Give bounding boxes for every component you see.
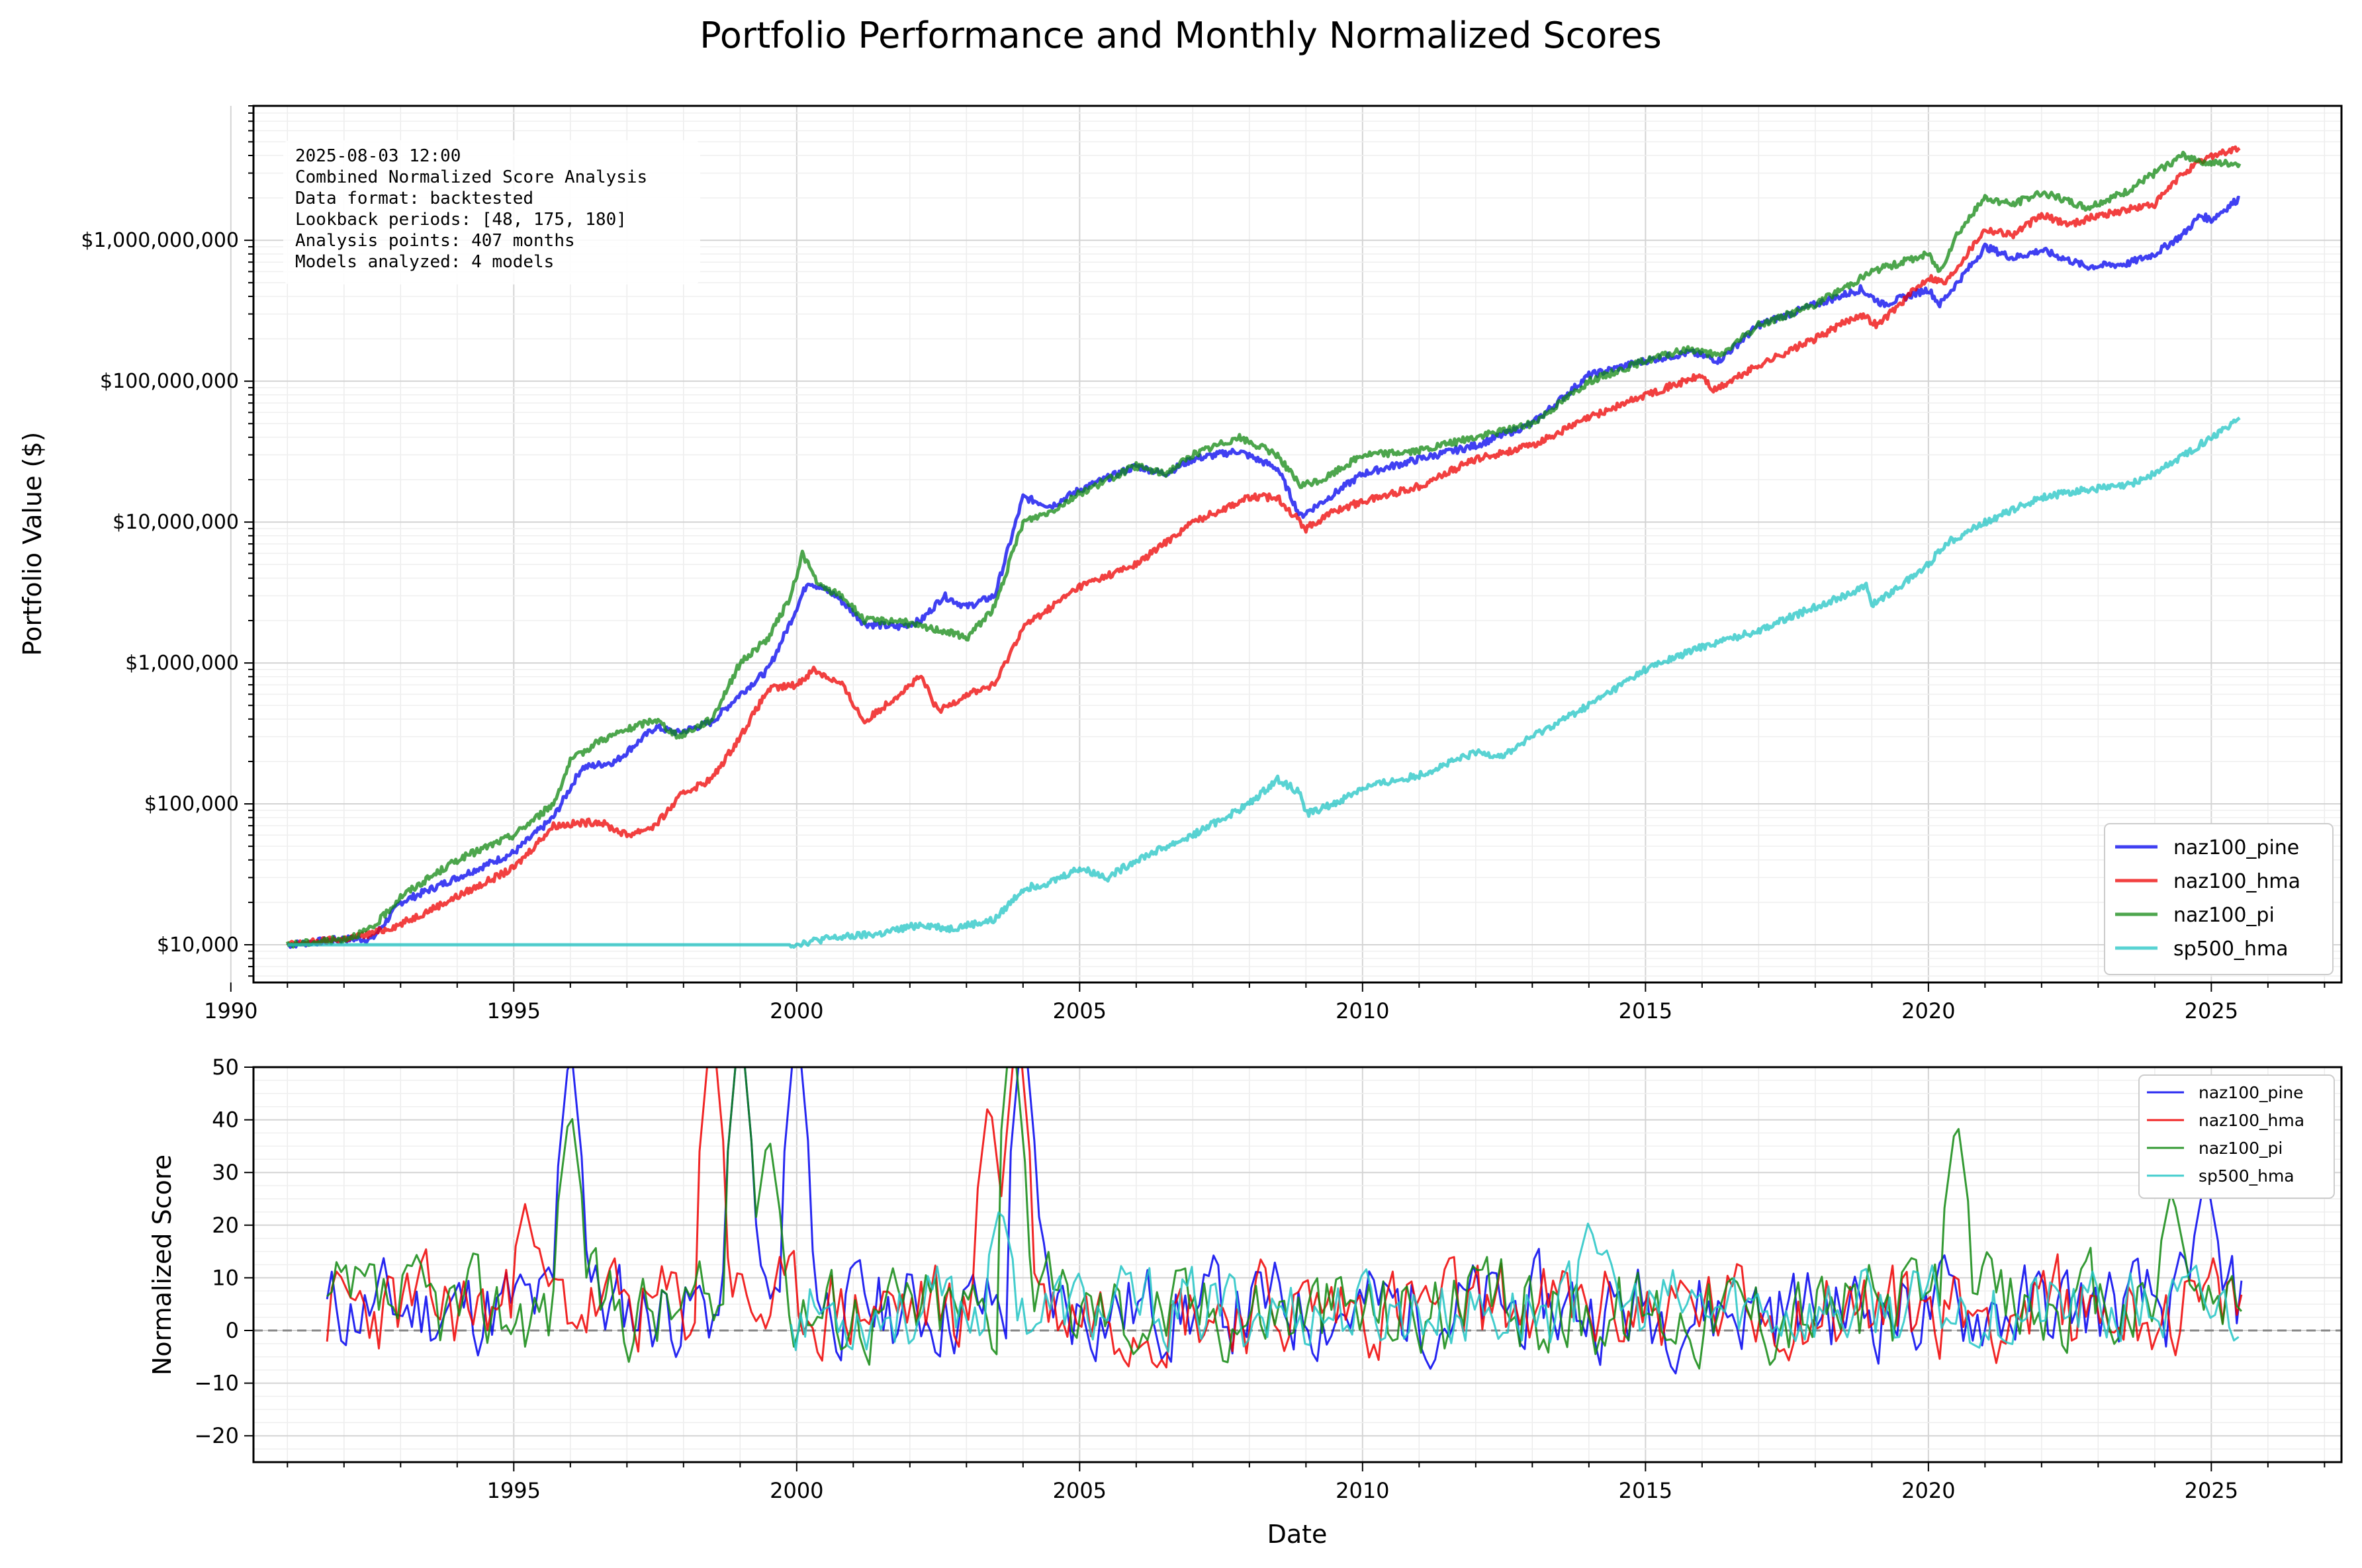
info-box: 2025-08-03 12:00 Combined Normalized Sco… [283,140,700,284]
top-x-tick-label-1990: 1990 [204,998,257,1024]
bottom-x-tick-label-2015: 2015 [1619,1478,1672,1503]
bottom-legend-label-naz100-hma: naz100_hma [2199,1111,2304,1130]
bottom-y-tick-label-10: 10 [212,1265,239,1290]
top-x-tick-label-2010: 2010 [1336,998,1389,1024]
bottom-y-axis-label: Normalized Score [148,1154,177,1375]
top-x-tick-label-2005: 2005 [1053,998,1107,1024]
top-line-naz100-hma [286,145,2241,947]
bottom-x-axis-label: Date [1267,1520,1328,1549]
top-y-tick-label-100000: $100,000 [144,793,239,816]
legend-label-naz100-pine: naz100_pine [2173,836,2299,859]
info-line-3: Data format: backtested [295,189,533,208]
top-y-ticks: $10,000 $100,000 $1,000,000 $10,000,000 $100… [81,105,253,977]
bottom-y-ticks: −20 −10 0 10 20 30 40 50 [194,1055,253,1448]
bottom-y-tick-label-0: 0 [226,1318,239,1343]
bottom-legend-label-sp500-hma: sp500_hma [2199,1166,2294,1186]
top-legend-box [2104,823,2334,975]
bottom-legend-box [2138,1074,2335,1199]
top-x-tick-label-2000: 2000 [770,998,823,1024]
top-line-sp500-hma [287,416,2241,949]
bottom-axes-frame [252,1066,2343,1463]
info-line-5: Analysis points: 407 months [295,231,575,251]
bottom-x-tick-label-2010: 2010 [1336,1478,1389,1503]
top-x-tick-label-1995: 1995 [487,998,541,1024]
legend-label-sp500-hma: sp500_hma [2173,937,2289,961]
figure-title: Portfolio Performance and Monthly Normal… [700,15,1662,56]
top-x-tick-label-2025: 2025 [2185,998,2238,1024]
top-x-tick-label-2015: 2015 [1619,998,1672,1024]
bottom-x-tick-label-2020: 2020 [1901,1478,1955,1503]
info-line-2: Combined Normalized Score Analysis [295,167,647,187]
portfolio-value-panel: 1990 1995 2000 2005 2010 2015 2020 2025 $10,000… [18,105,2343,1024]
bottom-legend: naz100_pine naz100_hma naz100_pi sp500_h… [2138,1074,2335,1199]
legend-label-naz100-hma: naz100_hma [2173,870,2300,893]
top-y-tick-label-1000000: $1,000,000 [125,652,239,675]
normalized-score-panel: 1995 2000 2005 2010 2015 2020 2025 −20 −10 0 10 20… [148,1055,2343,1549]
bottom-y-tick-label-30: 30 [212,1160,239,1185]
info-box-background [283,140,700,284]
bottom-series-lines [326,1067,2243,1375]
bottom-y-tick-label-50: 50 [212,1055,239,1080]
bottom-y-tick-label-40: 40 [212,1108,239,1133]
bottom-x-ticks: 1995 2000 2005 2010 2015 2020 2025 [287,1462,2326,1503]
info-line-4: Lookback periods: [48, 175, 180] [295,210,627,230]
bottom-line-sp500-hma [790,1211,2240,1353]
bottom-y-tick-label--20: −20 [194,1423,239,1448]
top-y-tick-label-100000000: $100,000,000 [100,370,239,393]
top-y-axis-label: Portfolio Value ($) [18,432,47,656]
bottom-x-tick-label-2005: 2005 [1053,1478,1107,1503]
bottom-legend-label-naz100-pine: naz100_pine [2199,1083,2304,1102]
bottom-x-tick-label-1995: 1995 [487,1478,541,1503]
top-y-tick-label-10000000: $10,000,000 [113,511,239,534]
bottom-x-tick-label-2025: 2025 [2185,1478,2238,1503]
bottom-line-naz100-hma [326,1067,2243,1369]
top-x-tick-label-2020: 2020 [1901,998,1955,1024]
top-line-naz100-pine [287,195,2240,949]
bottom-y-tick-label-20: 20 [212,1213,239,1238]
info-line-1: 2025-08-03 12:00 [295,146,461,166]
bottom-x-tick-label-2000: 2000 [770,1478,823,1503]
top-series-lines [285,145,2242,949]
legend-label-naz100-pi: naz100_pi [2173,904,2275,927]
top-y-tick-label-10000: $10,000 [157,934,239,957]
bottom-y-tick-label--10: −10 [194,1371,239,1396]
bottom-legend-label-naz100-pi: naz100_pi [2199,1139,2283,1158]
top-y-tick-label-1000000000: $1,000,000,000 [81,229,239,252]
info-line-6: Models analyzed: 4 models [295,252,554,272]
top-x-ticks: 1990 1995 2000 2005 2010 2015 2020 2025 [204,982,2326,1024]
top-legend: naz100_pine naz100_hma naz100_pi sp500_h… [2104,823,2334,975]
top-line-naz100-pi [285,150,2242,949]
